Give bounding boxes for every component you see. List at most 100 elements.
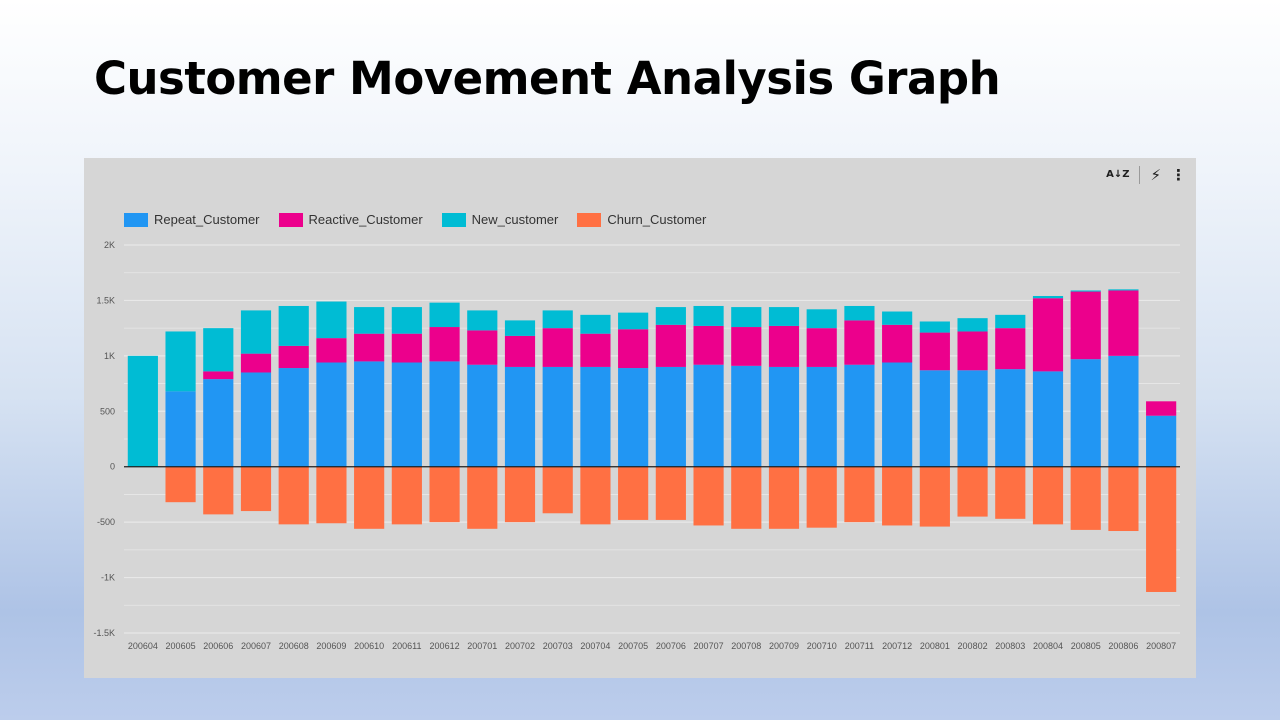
bar-repeat_customer-200612 [429, 361, 460, 467]
bar-churn_customer-200610 [354, 466, 385, 529]
bar-churn_customer-200705 [618, 466, 649, 520]
x-tick-label: 200609 [316, 641, 346, 651]
bar-repeat_customer-200801 [919, 370, 950, 467]
bar-new_customer-200802 [957, 318, 988, 332]
bar-repeat_customer-200701 [467, 364, 498, 467]
legend-item-churn_customer[interactable]: Churn_Customer [577, 212, 706, 227]
x-tick-label: 200803 [995, 641, 1025, 651]
bar-repeat_customer-200705 [618, 368, 649, 467]
bar-churn_customer-200609 [316, 466, 347, 524]
legend-label: Repeat_Customer [154, 212, 260, 227]
bar-new_customer-200804 [1032, 295, 1064, 299]
bar-new_customer-200609 [316, 301, 347, 339]
bar-churn_customer-200710 [806, 466, 837, 528]
bar-repeat_customer-200806 [1108, 355, 1139, 467]
x-tick-label: 200708 [731, 641, 761, 651]
x-tick-label: 200704 [580, 641, 610, 651]
bar-reactive_customer-200608 [278, 345, 309, 369]
x-tick-label: 200712 [882, 641, 912, 651]
bar-repeat_customer-200706 [655, 366, 686, 467]
bar-churn_customer-200704 [580, 466, 611, 525]
bar-new_customer-200605 [165, 331, 196, 392]
y-tick-label: -1K [101, 573, 115, 583]
bar-new_customer-200702 [504, 320, 536, 336]
bar-new_customer-200806 [1108, 289, 1139, 291]
bar-reactive_customer-200804 [1032, 298, 1064, 372]
chart-plot: 2K 1.5K 1K 500 0 -500 -1K -1.5K 200604 200605 2006… [93, 240, 1180, 651]
bar-churn_customer-200805 [1070, 466, 1101, 530]
bar-new_customer-200604 [127, 355, 158, 467]
bar-reactive_customer-200606 [203, 371, 234, 380]
bar-new_customer-200711 [844, 305, 875, 321]
bar-reactive_customer-200712 [882, 324, 913, 363]
x-tick-label: 200805 [1071, 641, 1101, 651]
bar-churn_customer-200607 [240, 466, 272, 512]
bar-churn_customer-200605 [165, 466, 196, 503]
legend-swatch [441, 212, 466, 227]
bar-new_customer-200805 [1070, 290, 1101, 292]
bar-reactive_customer-200801 [919, 332, 950, 371]
bar-repeat_customer-200610 [354, 361, 385, 467]
x-tick-label: 200801 [920, 641, 950, 651]
x-tick-label: 200804 [1033, 641, 1063, 651]
bar-churn_customer-200709 [768, 466, 800, 529]
x-tick-label: 200702 [505, 641, 535, 651]
legend-item-reactive_customer[interactable]: Reactive_Customer [278, 212, 423, 227]
bar-reactive_customer-200607 [240, 353, 272, 373]
bar-repeat_customer-200607 [240, 372, 272, 467]
bar-repeat_customer-200702 [504, 366, 536, 467]
bar-repeat_customer-200707 [693, 364, 724, 467]
bar-reactive_customer-200708 [731, 327, 762, 366]
bar-reactive_customer-200802 [957, 331, 988, 371]
bar-repeat_customer-200805 [1070, 359, 1101, 467]
bar-new_customer-200708 [731, 307, 762, 328]
bar-repeat_customer-200712 [882, 362, 913, 467]
bar-new_customer-200706 [655, 307, 686, 325]
bar-churn_customer-200804 [1032, 466, 1064, 525]
legend-item-new_customer[interactable]: New_customer [441, 212, 559, 227]
bar-new_customer-200705 [618, 312, 649, 330]
bar-new_customer-200704 [580, 314, 611, 334]
bar-reactive_customer-200609 [316, 338, 347, 363]
lightning-bolt-icon[interactable]: ⚡ [1150, 165, 1161, 184]
legend-label: New_customer [471, 212, 559, 227]
x-tick-label: 200709 [769, 641, 799, 651]
bar-new_customer-200803 [995, 314, 1026, 329]
bar-repeat_customer-200611 [391, 362, 422, 467]
y-tick-label: 0 [110, 462, 115, 472]
legend-swatch [577, 212, 602, 227]
chart-panel: A↓Z ⚡ ⋮ Repeat_Customer Reactive_Customer… [84, 158, 1196, 678]
bar-churn_customer-200703 [542, 466, 573, 514]
y-tick-label: 500 [100, 406, 115, 416]
legend-item-repeat_customer[interactable]: Repeat_Customer [124, 212, 260, 227]
y-tick-label: 2K [104, 240, 115, 250]
bar-churn_customer-200803 [995, 466, 1026, 519]
x-tick-label: 200607 [241, 641, 271, 651]
bar-new_customer-200710 [806, 309, 837, 329]
bar-repeat_customer-200608 [278, 368, 309, 467]
bar-new_customer-200709 [768, 307, 800, 326]
bar-repeat_customer-200710 [806, 366, 837, 467]
x-tick-label: 200711 [845, 641, 874, 651]
x-tick-label: 200611 [392, 641, 421, 651]
more-vertical-icon[interactable]: ⋮ [1171, 165, 1186, 184]
bar-reactive_customer-200805 [1070, 291, 1101, 360]
bar-new_customer-200712 [882, 311, 913, 325]
bar-new_customer-200611 [391, 307, 422, 334]
x-tick-label: 200802 [958, 641, 988, 651]
x-tick-label: 200612 [430, 641, 460, 651]
bar-repeat_customer-200803 [995, 369, 1026, 467]
bar-churn_customer-200708 [731, 466, 762, 529]
bar-reactive_customer-200806 [1108, 290, 1139, 356]
x-tick-label: 200605 [166, 641, 196, 651]
bar-new_customer-200701 [467, 310, 498, 331]
sort-az-icon[interactable]: A↓Z [1106, 169, 1130, 180]
legend-swatch [278, 212, 303, 227]
bar-repeat_customer-200606 [203, 379, 234, 467]
bar-reactive_customer-200704 [580, 333, 611, 367]
bar-reactive_customer-200701 [467, 330, 498, 365]
bar-churn_customer-200706 [655, 466, 686, 520]
x-tick-label: 200710 [807, 641, 837, 651]
bar-churn_customer-200612 [429, 466, 460, 523]
bar-new_customer-200607 [240, 310, 272, 354]
